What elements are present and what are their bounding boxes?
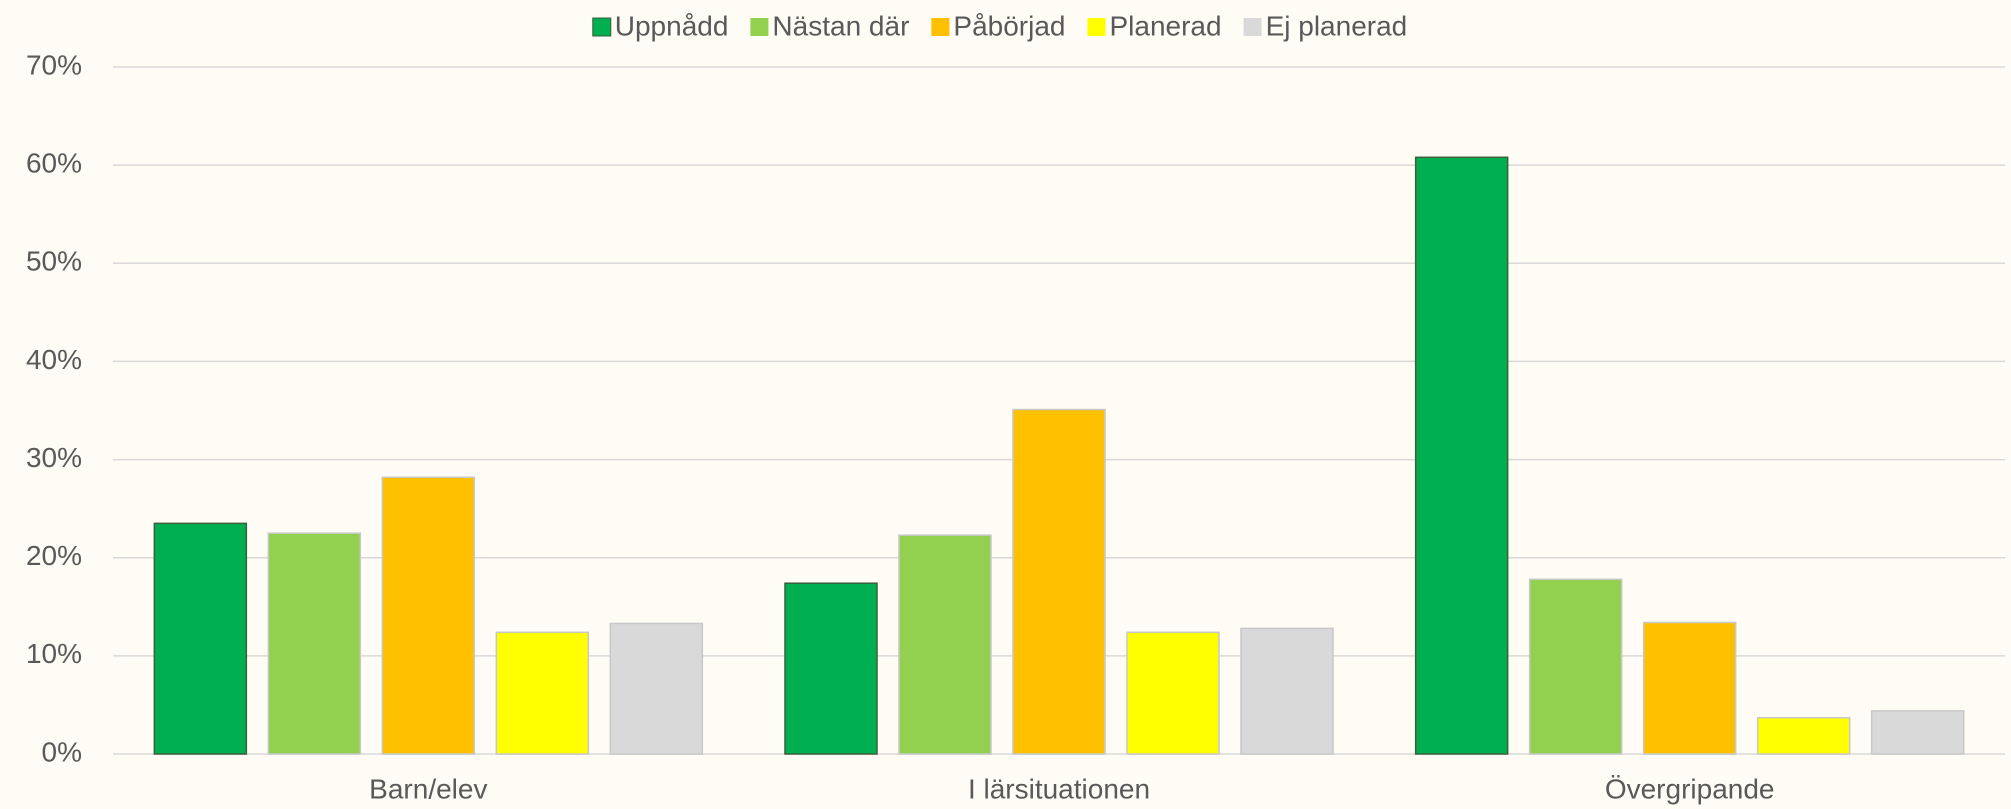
bar [1642,621,1737,755]
bar [267,532,362,755]
bar [153,522,248,755]
y-tick-label: 10% [26,638,82,669]
bar [784,582,878,755]
y-tick-label: 40% [26,344,82,375]
legend-swatch [931,18,950,36]
y-tick-label: 0% [42,736,82,767]
legend-label: Planerad [1109,10,1221,41]
legend-label: Ej planerad [1266,10,1408,41]
x-tick-label: Barn/elev [369,773,487,804]
legend: Uppnådd Nästan där Påbörjad Planerad Ej plan… [592,10,1408,41]
bar [495,631,590,755]
x-tick-label: I lärsituationen [968,773,1150,804]
bar [1756,716,1851,755]
bar [609,622,704,755]
legend-label: Påbörjad [953,10,1065,41]
bar [1126,631,1220,755]
bar [1012,408,1106,755]
legend-swatch [1243,18,1262,36]
bar [381,476,476,755]
bar [1528,578,1623,755]
bar [898,534,992,755]
legend-swatch [1087,18,1106,36]
y-tick-label: 60% [26,148,82,179]
legend-swatch [592,17,612,37]
legend-swatch [750,18,769,36]
legend-label: Nästan där [772,10,909,41]
legend-label: Uppnådd [615,10,729,41]
y-tick-label: 70% [26,49,82,80]
x-tick-label: Övergripande [1605,773,1775,804]
y-tick-label: 50% [26,246,82,277]
bar [1870,710,1965,755]
bar [1240,627,1334,755]
y-tick-label: 30% [26,442,82,473]
y-tick-label: 20% [26,540,82,571]
bar [1414,156,1509,755]
